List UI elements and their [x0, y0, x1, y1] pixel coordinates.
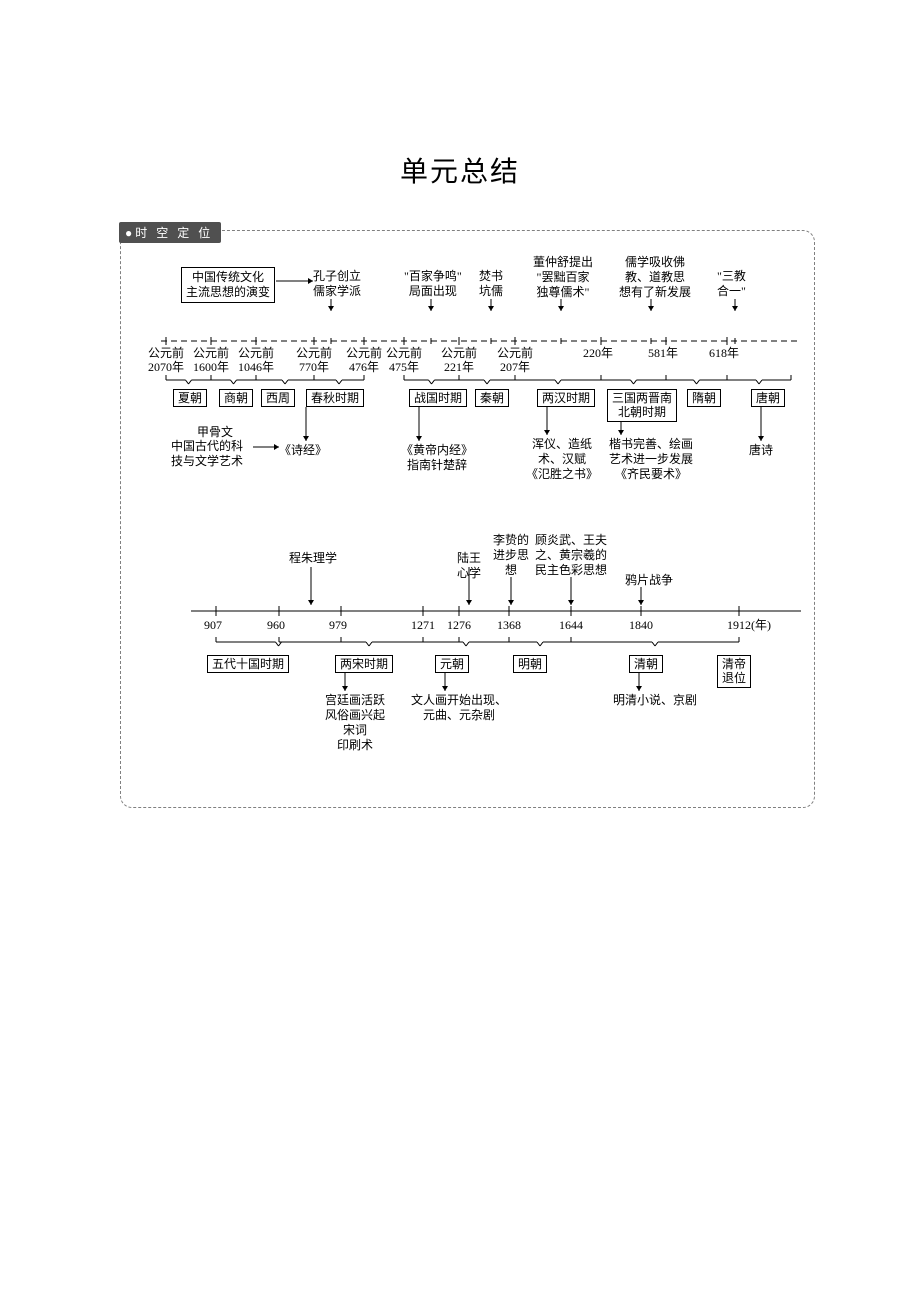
diagram-frame: 时 空 定 位 中国传统文化主流思想的演变 孔子创立儒家学派"百家争鸣"局面出现…	[120, 230, 815, 808]
page-title: 单元总结	[0, 0, 920, 220]
